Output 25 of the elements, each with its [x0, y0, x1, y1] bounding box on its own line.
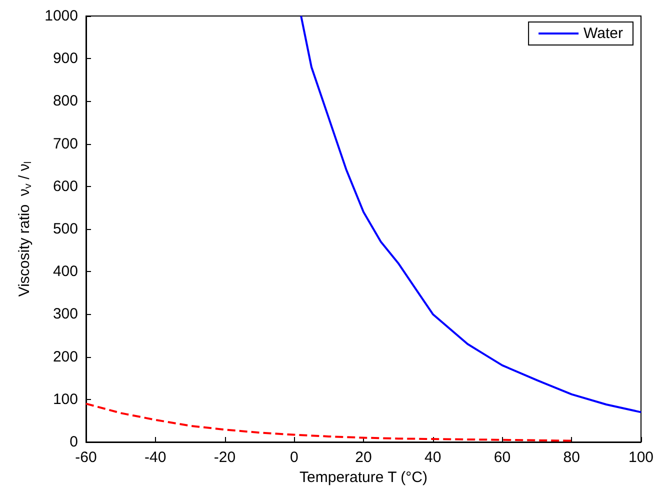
- x-tick-label: 80: [563, 449, 580, 466]
- y-tick-label: 200: [52, 348, 78, 366]
- y-tick-label: 600: [52, 178, 78, 195]
- y-tick-label: 900: [52, 50, 78, 68]
- x-axis-title: Temperature T (°C): [300, 468, 428, 486]
- y-tick-label: 300: [52, 306, 78, 323]
- line-series: [300, 15, 642, 414]
- x-tick-label: 60: [494, 449, 511, 466]
- x-tick-label: -20: [214, 449, 236, 466]
- y-tick-label: 1000: [44, 8, 78, 24]
- line-series: [85, 402, 573, 442]
- x-tick-label: 0: [290, 449, 298, 466]
- legend-label: Water: [584, 25, 624, 42]
- y-tick-label: 500: [52, 220, 78, 238]
- y-axis-title: Viscosity ratio νv / νl: [16, 161, 34, 297]
- x-tick-label: 40: [424, 449, 442, 466]
- y-tick-label: 100: [52, 390, 78, 408]
- x-tick-label: 100: [628, 449, 654, 466]
- y-tick-label: 400: [52, 263, 78, 280]
- y-tick-label: 0: [70, 434, 78, 450]
- y-tick-label: 700: [52, 135, 78, 152]
- y-tick-label: 800: [52, 92, 78, 110]
- x-tick-label: -40: [144, 449, 166, 466]
- x-tick-label: 20: [355, 449, 372, 466]
- x-tick-label: -60: [75, 449, 97, 466]
